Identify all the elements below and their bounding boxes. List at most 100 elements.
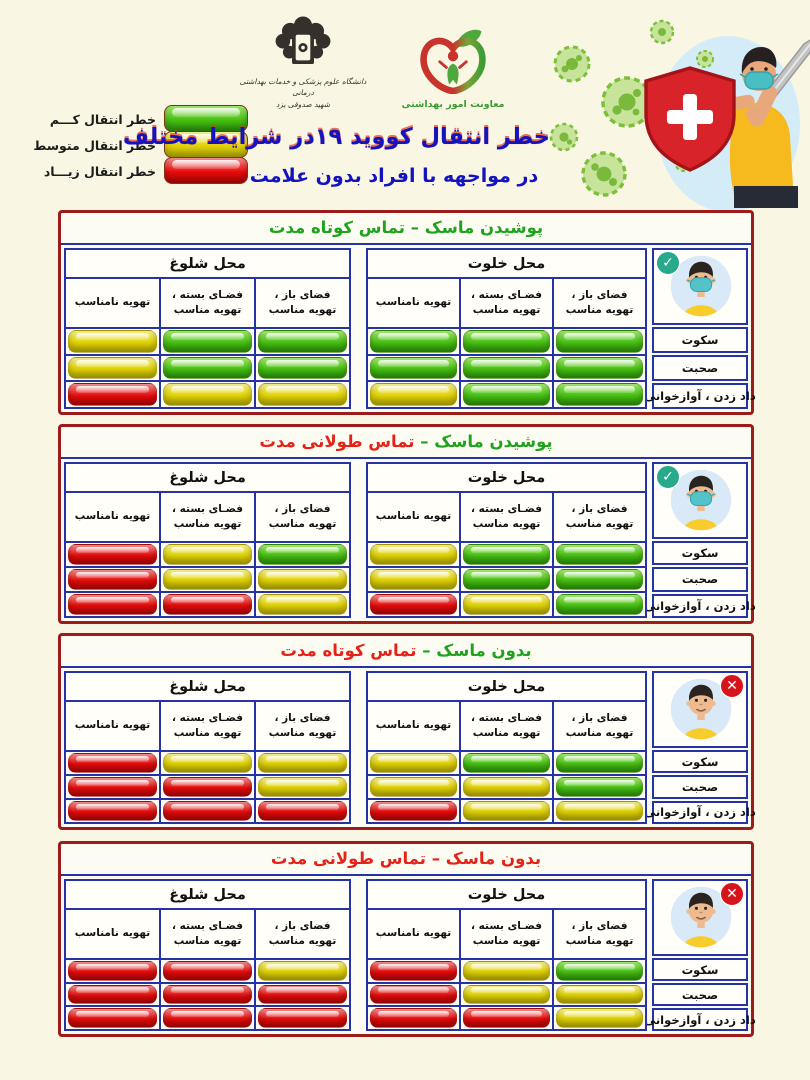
risk-table-nomask-long: بدون ماسک – تماس طولانی مدت ✕ سکوت صحبت داد… (58, 841, 756, 1037)
risk-cell (459, 1007, 552, 1030)
risk-cell (159, 593, 254, 616)
risk-cell (552, 329, 645, 354)
risk-cell (254, 329, 349, 354)
table-row (368, 776, 645, 800)
row-label: صحبت (652, 567, 748, 592)
risk-pill-high (68, 544, 157, 565)
page-subtitle: در مواجهه با افراد بدون علامت (249, 165, 539, 187)
legend-label-low: خطر انتقال کـــم (49, 111, 156, 127)
column-header: فضای باز ، تهویه مناسب (552, 279, 645, 327)
risk-cell (368, 776, 459, 798)
risk-pill-low (556, 356, 643, 380)
column-header: تهویه نامناسب (375, 510, 452, 523)
risk-pill-low (463, 544, 550, 565)
column-headers: فضای باز ، تهویه مناسب فضـای بسته ، تهویه… (368, 702, 645, 752)
risk-cell (66, 329, 159, 354)
risk-cell (254, 983, 349, 1006)
risk-cell (552, 752, 645, 774)
table-row (66, 593, 349, 616)
risk-cell (552, 355, 645, 381)
location-group-crowded: محل شلوغ فضای باز ، تهویه مناسب فضـای بسته… (64, 462, 351, 618)
table-body: ✕ سکوت صحبت داد زدن ، آوازخوانی محل خلوت فضای… (61, 668, 756, 827)
avatar-cell: ✓ (652, 462, 748, 539)
risk-pill-high (370, 984, 457, 1005)
risk-cell (368, 800, 459, 822)
risk-cell (459, 382, 552, 408)
risk-pill-high (163, 777, 252, 797)
location-group-quiet: محل خلوت فضای باز ، تهویه مناسب فضـای بسته… (366, 879, 647, 1031)
column-header: فضـای بسته ، تهویه مناسب (459, 493, 552, 541)
avatar-masked-icon (666, 467, 734, 535)
risk-cell (66, 752, 159, 774)
risk-pill-medium (163, 569, 252, 590)
column-header: تهویه نامناسب (375, 927, 452, 940)
table-row (368, 382, 645, 408)
risk-cell (159, 543, 254, 566)
risk-cell (552, 593, 645, 616)
risk-cell (459, 355, 552, 381)
column-headers: فضای باز ، تهویه مناسب فضـای بسته ، تهویه… (368, 910, 645, 960)
table-row (66, 776, 349, 800)
risk-pill-low (463, 383, 550, 407)
risk-pill-high (163, 594, 252, 615)
risk-pill-medium (163, 544, 252, 565)
health-dept-caption: معاونت امور بهداشتی (401, 99, 505, 110)
column-headers: فضای باز ، تهویه مناسب فضـای بسته ، تهویه… (66, 493, 349, 543)
row-label: داد زدن ، آوازخوانی (644, 593, 756, 618)
location-group-header: محل شلوغ (66, 250, 349, 279)
defender-man-icon (644, 35, 810, 208)
column-header: فضـای بسته ، تهویه مناسب (459, 910, 552, 958)
risk-cell (459, 593, 552, 616)
risk-pill-medium (258, 383, 347, 407)
risk-pill-high (68, 569, 157, 590)
risk-cell (159, 800, 254, 822)
risk-pill-medium (258, 569, 347, 590)
risk-pill-high (258, 801, 347, 821)
column-header: تهویه نامناسب (74, 719, 151, 732)
risk-cell (254, 752, 349, 774)
risk-pill-medium (163, 383, 252, 407)
university-emblem-icon (275, 16, 331, 65)
risk-pill-medium (258, 961, 347, 981)
risk-cell (254, 593, 349, 616)
risk-cell (66, 800, 159, 822)
risk-pill-medium (463, 801, 550, 821)
risk-cell (459, 568, 552, 591)
risk-cell (159, 776, 254, 798)
risk-cell (368, 329, 459, 354)
table-title: پوشیدن ماسک – تماس کوتاه مدت (61, 213, 751, 245)
location-group-quiet: محل خلوت فضای باز ، تهویه مناسب فضـای بسته… (366, 462, 647, 618)
risk-pill-medium (370, 777, 457, 797)
table-row (368, 329, 645, 356)
university-logo: دانشگاه علوم پزشکی و خدمات بهداشتی درمان… (237, 14, 369, 110)
table-row (66, 568, 349, 593)
column-headers: فضای باز ، تهویه مناسب فضـای بسته ، تهویه… (66, 702, 349, 752)
risk-cell (66, 1007, 159, 1029)
avatar-cell: ✓ (652, 248, 748, 325)
table-title-part: تماس کوتاه مدت (280, 641, 417, 660)
risk-pill-medium (258, 777, 347, 797)
risk-pill-low (370, 330, 457, 353)
row-labels-column: ✓ سکوت صحبت داد زدن ، آوازخوانی (644, 462, 756, 618)
row-label: صحبت (652, 983, 748, 1006)
legend-row-medium: خطر انتقال متوسط (33, 131, 248, 158)
risk-pill-medium (370, 383, 457, 407)
risk-cell (159, 568, 254, 591)
column-header: فضای باز ، تهویه مناسب (254, 702, 349, 750)
risk-pill-high (68, 984, 157, 1005)
risk-cell (552, 382, 645, 408)
risk-cell (552, 776, 645, 798)
avatar-unmasked-icon (666, 884, 734, 952)
risk-cell (459, 960, 552, 982)
risk-cell (66, 776, 159, 798)
risk-cell (459, 776, 552, 798)
risk-cell (368, 356, 459, 381)
table-row (368, 1007, 645, 1030)
column-header: تهویه نامناسب (74, 510, 151, 523)
row-labels-column: ✕ سکوت صحبت داد زدن ، آوازخوانی (644, 671, 756, 824)
risk-cell (459, 800, 552, 822)
table-row (66, 983, 349, 1008)
risk-pill-medium (370, 753, 457, 773)
risk-pill-low (556, 544, 643, 565)
risk-cell (368, 543, 459, 566)
